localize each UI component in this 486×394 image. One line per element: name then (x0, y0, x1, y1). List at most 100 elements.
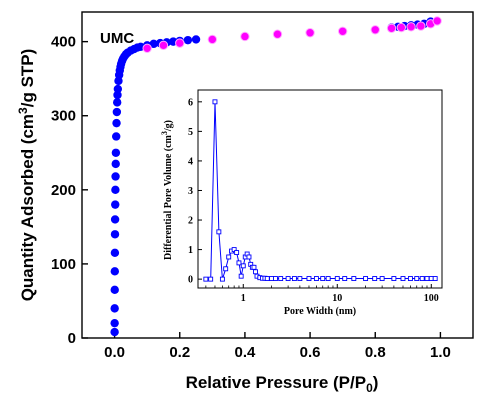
desorption-point (396, 22, 407, 33)
adsorption-point (113, 84, 123, 94)
inset-x-ticks: 1 10 100 (205, 284, 439, 304)
desorption-point (175, 38, 185, 48)
pore-distribution-point (351, 276, 357, 281)
adsorption-point (112, 118, 121, 128)
inset-y-axis-title: Differential Pore Volume (cm3/g) (160, 120, 174, 260)
pore-distribution-point (400, 276, 406, 281)
inset-y-tick-label: 2 (188, 216, 193, 227)
pore-distribution-point (391, 276, 397, 281)
pore-distribution-point (219, 276, 225, 282)
pore-distribution-point (414, 276, 420, 281)
desorption-series (142, 16, 442, 54)
adsorption-point (111, 148, 121, 157)
desorption-point (158, 40, 169, 51)
pore-distribution-point (246, 254, 252, 260)
adsorption-point (191, 35, 201, 44)
inset-y-ticks: 0 1 2 3 4 5 6 (188, 97, 202, 286)
inset-y-tick-label: 4 (188, 156, 193, 167)
desorption-point (272, 29, 283, 39)
desorption-point (207, 34, 218, 45)
pore-distribution-point (216, 229, 222, 235)
x-axis-title-close: ) (373, 373, 379, 392)
inset-y-tick-label: 3 (188, 186, 193, 197)
adsorption-point (110, 285, 119, 295)
pore-distribution-point (264, 276, 270, 281)
pore-distribution-point (240, 263, 246, 269)
y-tick-label: 400 (51, 34, 76, 51)
main-plot-frame (81, 11, 474, 339)
inset-y-tick-label: 6 (188, 97, 193, 108)
adsorption-point (112, 107, 122, 117)
pore-distribution-point (285, 276, 291, 281)
adsorption-point (110, 267, 120, 276)
y-axis-title: Quantity Adsorbed (cm3/g STP) (16, 49, 37, 302)
adsorption-point (149, 39, 158, 49)
desorption-point (386, 23, 397, 33)
x-tick-label: 0.2 (169, 344, 190, 361)
adsorption-point (111, 200, 120, 209)
pore-distribution-point (379, 276, 385, 281)
adsorption-point (111, 185, 120, 195)
adsorption-point (111, 172, 120, 181)
main-data-points (110, 16, 442, 337)
pore-distribution-point (238, 273, 244, 279)
y-tick-label: 100 (51, 256, 76, 273)
inset-x-tick-label: 100 (424, 293, 439, 304)
desorption-point (142, 43, 152, 54)
pore-distribution-point (432, 276, 438, 281)
inset-x-tick-label: 1 (241, 293, 246, 304)
desorption-point (406, 22, 416, 32)
x-tick-label: 0.8 (365, 344, 386, 361)
inset-y-tick-label: 0 (188, 275, 193, 286)
inset-series (203, 99, 438, 282)
pore-distribution-point (325, 276, 331, 281)
inset-y-tick-label: 5 (188, 127, 193, 138)
pore-distribution-point (291, 276, 297, 281)
inset-y-axis-title-superscript: 3 (160, 131, 169, 135)
inset-y-tick-label: 1 (188, 245, 193, 256)
x-tick-label: 0.6 (300, 344, 321, 361)
adsorption-point (110, 215, 120, 224)
pore-distribution-point (208, 276, 214, 282)
pore-distribution-point (428, 276, 434, 281)
pore-distribution-point (278, 276, 284, 281)
adsorption-point (111, 159, 120, 169)
x-tick-label: 0.4 (234, 344, 256, 361)
x-tick-label: 1.0 (430, 344, 451, 361)
pore-distribution-point (231, 247, 237, 253)
pore-distribution-point (251, 264, 257, 270)
inset-x-tick-label: 10 (332, 293, 342, 304)
adsorption-point (110, 248, 120, 257)
pore-distribution-point (320, 276, 326, 281)
adsorption-point (110, 304, 119, 313)
y-tick-label: 200 (51, 182, 76, 199)
inset-chart: 0 1 2 3 4 5 6 1 10 100 Pore Width (nm) Different… (142, 60, 462, 325)
adsorption-point (110, 230, 120, 239)
inset-x-axis-title: Pore Width (nm) (284, 306, 356, 317)
adsorption-point (110, 318, 119, 328)
pore-distribution-point (363, 276, 369, 281)
adsorption-point (112, 98, 122, 107)
pore-distribution-point (306, 276, 312, 281)
y-tick-label: 300 (51, 108, 76, 125)
sample-label: UMC (100, 30, 134, 47)
pore-distribution-point (419, 276, 425, 281)
inset-y-axis-title-tail: /g) (163, 120, 174, 132)
y-axis-title-tail: /g STP) (18, 49, 37, 108)
pore-distribution-point (269, 276, 275, 281)
adsorption-point (110, 327, 119, 337)
desorption-point (337, 26, 348, 36)
pore-distribution-point (226, 254, 232, 260)
inset-plot-frame (197, 89, 443, 289)
x-tick-label: 0.0 (104, 344, 125, 361)
adsorption-point (112, 132, 121, 141)
pore-distribution-point (342, 276, 348, 281)
pore-distribution-point (313, 276, 319, 281)
pore-distribution-point (372, 276, 378, 281)
pore-distribution-point (253, 269, 258, 275)
desorption-point (370, 25, 380, 35)
desorption-point (240, 31, 250, 42)
x-axis-title-subscript: 0 (366, 381, 373, 394)
pore-distribution-point (297, 276, 303, 281)
